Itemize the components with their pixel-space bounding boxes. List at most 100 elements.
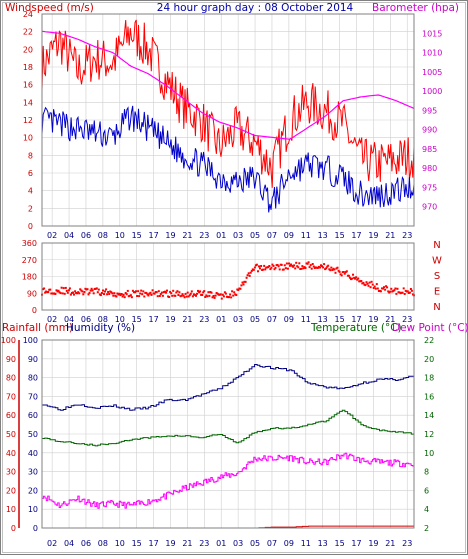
direction-point — [178, 291, 181, 294]
windspeed-tick: 12 — [23, 116, 33, 125]
hour-tick-label: 06 — [81, 231, 91, 240]
direction-point — [243, 280, 246, 283]
barometer-tick: 990 — [422, 126, 437, 135]
direction-point — [106, 293, 109, 296]
direction-point — [111, 292, 114, 295]
direction-point — [329, 269, 332, 272]
compass-label: W — [432, 256, 442, 267]
direction-tick: 0 — [32, 306, 37, 315]
direction-point — [103, 293, 105, 296]
hour-tick-label: 13 — [318, 539, 328, 548]
direction-point — [183, 296, 186, 299]
humidity-tick: 10 — [28, 505, 38, 514]
direction-point — [382, 287, 384, 290]
hour-tick-label: 09 — [284, 315, 294, 324]
direction-point — [107, 291, 110, 293]
direction-point — [207, 291, 210, 294]
direction-point — [337, 269, 340, 272]
direction-point — [193, 293, 196, 296]
direction-point — [409, 288, 412, 290]
hour-tick-label: 11 — [301, 539, 311, 548]
hour-tick-label: 11 — [301, 231, 311, 240]
direction-point — [147, 294, 150, 297]
temperature-axis-label: Temperature (°C) — [310, 322, 402, 334]
direction-point — [311, 263, 314, 265]
hour-tick-label: 05 — [250, 231, 260, 240]
direction-point — [355, 276, 358, 279]
hour-tick-label: 15 — [132, 315, 142, 324]
direction-point — [293, 264, 296, 267]
direction-point — [270, 266, 273, 269]
direction-point — [81, 290, 84, 293]
direction-point — [72, 291, 74, 294]
humidity-tick: 20 — [28, 486, 38, 495]
direction-point — [201, 294, 204, 296]
direction-point — [139, 292, 142, 295]
direction-point — [258, 265, 260, 268]
barometer-tick: 980 — [422, 164, 437, 173]
direction-point — [67, 289, 70, 292]
direction-point — [366, 282, 369, 285]
direction-point — [219, 293, 222, 296]
hour-tick-label: 23 — [199, 231, 209, 240]
direction-tick: 270 — [22, 256, 37, 265]
barometer-tick: 985 — [422, 145, 437, 154]
hour-tick-label: 09 — [284, 539, 294, 548]
rainfall-tick: 80 — [6, 374, 16, 383]
direction-point — [151, 289, 154, 292]
direction-points — [41, 261, 415, 300]
direction-point — [233, 291, 236, 294]
direction-point — [168, 296, 171, 298]
direction-point — [406, 290, 409, 293]
barometer-tick: 975 — [422, 183, 437, 192]
direction-point — [370, 280, 373, 283]
windspeed-tick: 18 — [23, 63, 33, 72]
temperature-tick: 12 — [424, 430, 434, 439]
direction-point — [393, 289, 396, 292]
hour-tick-label: 17 — [149, 231, 159, 240]
direction-point — [327, 264, 330, 267]
direction-point — [128, 294, 131, 297]
direction-point — [169, 290, 172, 293]
hour-tick-label: 05 — [250, 539, 260, 548]
direction-point — [64, 286, 67, 289]
hour-tick-label: 06 — [81, 539, 91, 548]
hour-tick-label: 07 — [267, 539, 277, 548]
compass-label: S — [434, 271, 440, 282]
direction-point — [230, 296, 233, 299]
direction-tick-labels: 0 90 180 270 360 — [22, 239, 37, 315]
direction-point — [231, 290, 234, 293]
direction-point — [394, 287, 397, 290]
direction-point — [191, 295, 194, 298]
direction-point — [298, 262, 301, 265]
direction-point — [95, 287, 98, 290]
hour-tick-label: 06 — [81, 315, 91, 324]
direction-point — [88, 291, 91, 294]
direction-point — [214, 294, 217, 297]
direction-point — [365, 281, 368, 284]
direction-point — [108, 293, 111, 295]
direction-point — [122, 293, 125, 296]
direction-point — [224, 292, 227, 295]
barometer-tick: 1005 — [422, 68, 442, 77]
direction-point — [354, 277, 357, 280]
direction-point — [237, 289, 240, 291]
temperature-tick: 8 — [424, 468, 429, 477]
temperature-tick: 18 — [424, 374, 434, 383]
direction-point — [79, 288, 82, 291]
wind-barometer-panel: 24 hour graph day : 08 October 2014 Wind… — [5, 2, 459, 240]
barometer-tick: 970 — [422, 203, 437, 212]
direction-point — [253, 266, 256, 269]
panel1-hour-labels: 02 04 06 08 10 15 17 19 21 23 01 03 05 07 09 11 13 15 17 19… — [47, 231, 412, 240]
direction-point — [74, 290, 77, 293]
direction-point — [155, 291, 158, 294]
hour-tick-label: 15 — [132, 231, 142, 240]
temperature-tick: 4 — [424, 505, 429, 514]
direction-point — [184, 292, 187, 295]
direction-point — [171, 294, 174, 297]
direction-point — [90, 287, 93, 290]
direction-point — [367, 284, 370, 287]
direction-point — [59, 292, 62, 295]
